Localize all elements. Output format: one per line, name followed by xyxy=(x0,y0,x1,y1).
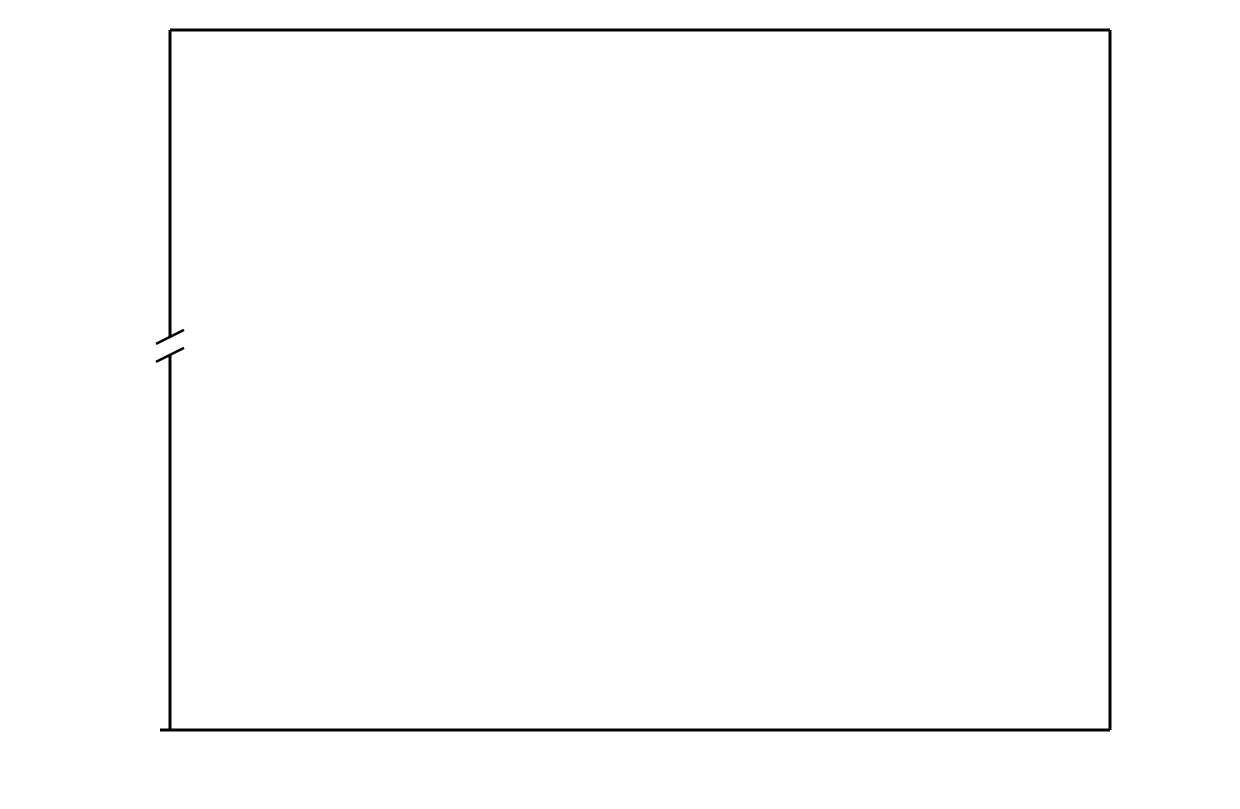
bar-chart xyxy=(0,0,1240,809)
chart-svg xyxy=(0,0,1240,809)
